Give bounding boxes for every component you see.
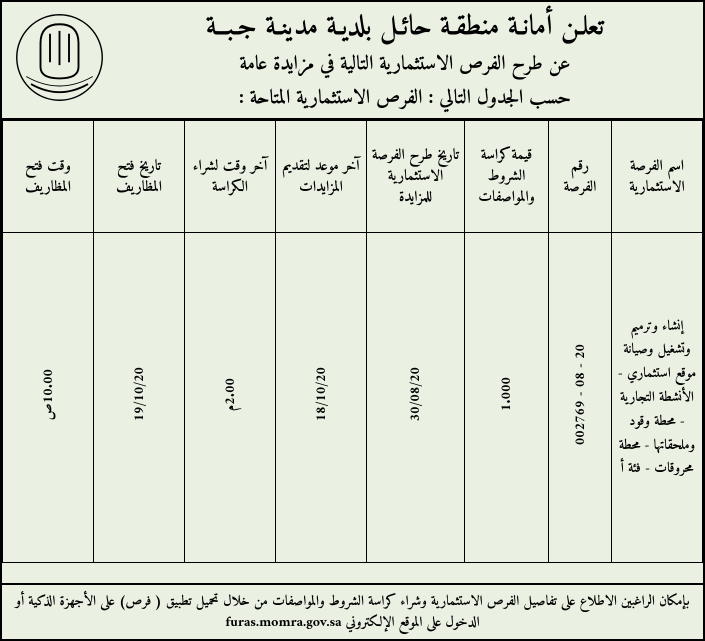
col-opportunity-name: اسم الفرصة الاستثمارية <box>612 121 703 233</box>
col-last-buy: آخر وقت لشراء الكراسة <box>185 121 276 233</box>
title-block: تعلـن أمانـة منطقـة حائـل بلديـة مدينـة … <box>107 10 693 114</box>
cell-last-submit: 18/10/20 <box>276 233 367 563</box>
subtitle-line1: عن طرح الفرص الاستثمارية التالية في مزاي… <box>117 50 693 80</box>
table-header-row: اسم الفرصة الاستثمارية رقم الفرصة قيمة ك… <box>3 121 703 233</box>
footer-line1: بإمكان الراغبين الاطلاع على تفاصيل الفرص… <box>10 591 695 612</box>
cell-lastsubmit-text: 18/10/20 <box>311 367 332 421</box>
announcement-container: تعلـن أمانـة منطقـة حائـل بلديـة مدينـة … <box>0 0 705 641</box>
cell-opportunity-name: إنشاء وترميم وتشغيل وصيانة موقع استثماري… <box>612 233 703 563</box>
cell-opendate-text: 19/10/20 <box>129 367 150 421</box>
cell-offerdate-text: 30/08/20 <box>405 367 426 421</box>
table-row: إنشاء وترميم وتشغيل وصيانة موقع استثماري… <box>3 233 703 563</box>
cell-lastbuy-text: 2.00م <box>220 378 241 411</box>
cell-open-time: 10.00ص <box>3 233 94 563</box>
cell-opportunity-number: 20 - 08 - 002769 <box>549 233 612 563</box>
cell-open-date: 19/10/20 <box>94 233 185 563</box>
col-offer-date: تاريخ طرح الفرصة الاستثمارية للمزايدة <box>367 121 465 233</box>
cell-booklet-value: 1.000 <box>465 233 549 563</box>
cell-opentime-text: 10.00ص <box>38 369 59 420</box>
main-title: تعلـن أمانـة منطقـة حائـل بلديـة مدينـة … <box>117 10 693 46</box>
municipality-logo-icon <box>12 10 107 105</box>
col-opportunity-number: رقم الفرصة <box>549 121 612 233</box>
header: تعلـن أمانـة منطقـة حائـل بلديـة مدينـة … <box>2 2 703 120</box>
col-open-time: وقت فتح المظاريف <box>3 121 94 233</box>
cell-offer-date: 30/08/20 <box>367 233 465 563</box>
cell-number-text: 20 - 08 - 002769 <box>570 344 591 445</box>
cell-value-text: 1.000 <box>496 377 517 411</box>
footer: بإمكان الراغبين الاطلاع على تفاصيل الفرص… <box>2 583 703 639</box>
footer-line2: الدخول على الموقع الإلكتروني furas.momra… <box>10 612 695 633</box>
opportunities-table: اسم الفرصة الاستثمارية رقم الفرصة قيمة ك… <box>2 120 703 563</box>
col-last-submit: آخر موعد لتقديم المزايدات <box>276 121 367 233</box>
cell-last-buy: 2.00م <box>185 233 276 563</box>
col-booklet-value: قيمة كراسة الشروط والمواصفات <box>465 121 549 233</box>
subtitle-line2: حسب الجدول التالي : الفرص الاستثمارية ال… <box>117 84 693 114</box>
col-open-date: تاريخ فتح المظاريف <box>94 121 185 233</box>
